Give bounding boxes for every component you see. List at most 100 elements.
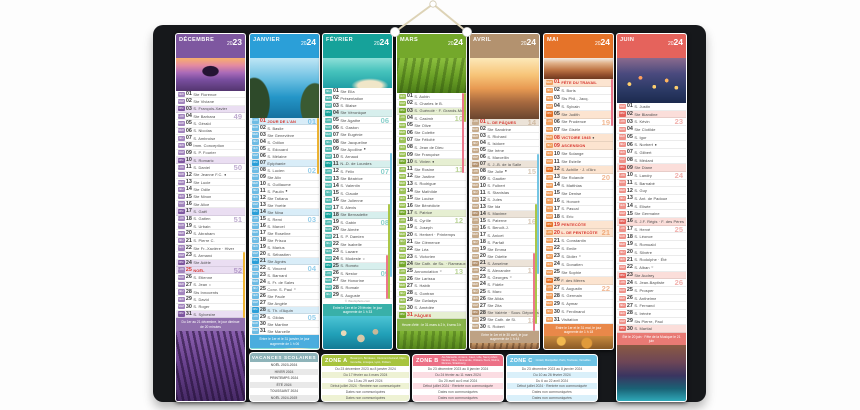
day-row: LUN 17 S. Hervé 25 xyxy=(617,225,686,234)
day-number: 27 xyxy=(332,277,339,284)
day-number: 16 xyxy=(332,197,339,204)
day-number: 26 xyxy=(332,270,339,277)
day-row: SAM 24 S. Modeste ○ xyxy=(323,255,392,263)
month-header: MARS 2024 xyxy=(397,34,466,58)
day-row: DIM 05 Ste Judith xyxy=(544,110,613,119)
day-row: MER 28 S. Romain xyxy=(323,285,392,292)
day-number: 10 xyxy=(185,157,192,164)
day-row: MER 31 Ste Marcelle xyxy=(250,328,319,335)
saint-name: Ste Judith xyxy=(561,111,580,117)
day-row: DIM 21 S. Anselme xyxy=(470,260,539,268)
day-number: 09 xyxy=(406,151,413,158)
weekday-label: VEN xyxy=(324,248,332,254)
saint-name: S. Vincent xyxy=(267,265,287,271)
year-prefix: 20 xyxy=(447,41,454,47)
saint-name: Ste Bernadette xyxy=(340,212,368,218)
day-row: SAM 23 S. Armand xyxy=(176,252,245,260)
saint-name: S. Paulin xyxy=(267,188,284,194)
week-number: 19 xyxy=(601,117,610,127)
saint-name: S. Félix xyxy=(340,168,355,174)
day-number: 17 xyxy=(332,204,339,211)
saint-name: S. Gontran xyxy=(414,290,435,296)
week-number: 06 xyxy=(380,116,389,126)
weekday-label: MER xyxy=(471,133,479,139)
weekday-label: VEN xyxy=(471,296,479,302)
year-value: 24 xyxy=(600,37,610,47)
saint-name: JOUR DE L'AN xyxy=(267,118,296,124)
day-number: 30 xyxy=(406,304,413,311)
year-value: 23 xyxy=(232,37,242,47)
daylight-note: Entre le 1er et le 29 février, le jour a… xyxy=(323,304,392,316)
zone-cities: Besançon, Bordeaux, Clermont-Ferrand, Di… xyxy=(350,357,407,364)
day-number: 03 xyxy=(259,132,266,138)
saint-name: S. Roméo xyxy=(340,263,359,269)
moon-phase-icon: ● xyxy=(592,135,595,140)
day-row: DIM 03 S. François-Xavier xyxy=(176,105,245,113)
day-number: 09 xyxy=(479,175,486,182)
weekday-label: SAM xyxy=(251,202,259,208)
saint-name: Sts Innocents xyxy=(193,289,219,295)
weekday-label: MAR xyxy=(398,275,406,282)
month-year: 2024 xyxy=(301,37,316,47)
day-row: JEU 30 S. Ferdinand xyxy=(544,308,613,317)
day-row: MAR 26 Ste Larissa xyxy=(397,275,466,283)
weekday-label: JEU xyxy=(251,286,259,292)
saint-name: Ste Véronique xyxy=(340,110,367,116)
day-number: 25 xyxy=(185,267,192,274)
day-number: 06 xyxy=(626,141,633,148)
weekday-label: VEN xyxy=(471,197,479,203)
day-row: MER 03 S. Richard xyxy=(470,133,539,141)
day-number: 11 xyxy=(479,189,486,196)
day-number: 21 xyxy=(479,260,486,267)
day-number: 12 xyxy=(553,166,560,173)
saint-name: S. Sylvestre xyxy=(193,311,216,317)
day-row: MAR 20 Ste Aimée xyxy=(323,226,392,234)
pin-icon xyxy=(389,26,400,37)
day-row: SAM 16 Ste Bénédicte xyxy=(397,202,466,210)
weekday-label: MER xyxy=(545,301,553,307)
day-row: MER 27 S. Jean ○ xyxy=(176,282,245,289)
weekday-label: LUN xyxy=(398,217,406,223)
month-name: DÉCEMBRE xyxy=(179,37,215,43)
day-row: JEU 06 S. Norbert ● xyxy=(617,141,686,150)
moon-phase-icon: ● xyxy=(654,142,657,147)
month-header: DÉCEMBRE 2023 xyxy=(176,34,245,58)
weekday-label: VEN xyxy=(471,246,479,252)
saint-name: S. Fernand xyxy=(634,303,655,309)
weekday-label: JEU xyxy=(471,239,479,245)
weekday-label: DIM xyxy=(398,312,406,318)
saint-name: Ste Agathe xyxy=(340,117,361,123)
weekday-label: DIM xyxy=(251,307,259,313)
weekday-label: VEN xyxy=(251,244,259,250)
saint-name: S. Jules xyxy=(487,197,503,203)
saint-name: Ste Alice xyxy=(193,201,210,207)
day-row: MAR 07 Ste Gisèle xyxy=(544,126,613,135)
day-row: SAM 15 Ste Germaine xyxy=(617,210,686,219)
saint-name: S. Isidore xyxy=(487,140,505,146)
day-number: 16 xyxy=(185,201,192,208)
saint-name: S. Valentin xyxy=(340,183,361,189)
saint-name: S. Sylvain xyxy=(561,103,580,109)
weekday-label: JEU xyxy=(545,198,553,204)
weekday-label: SAM xyxy=(251,251,259,257)
saint-name: Ste Louise xyxy=(414,195,434,201)
day-row: JEU 04 S. Odilon xyxy=(250,139,319,146)
week-number: 08 xyxy=(380,218,389,228)
weekday-label: MER xyxy=(177,282,185,288)
weekday-label: SAM xyxy=(398,100,406,107)
day-row: LUN 26 S. Nestor 09 xyxy=(323,269,392,279)
saint-name: Ste Cath. de Si. xyxy=(487,317,517,323)
day-number: 25 xyxy=(479,288,486,295)
day-row: SAM 06 S. Marcellin xyxy=(470,154,539,162)
saint-name: S. Lucien xyxy=(267,167,285,173)
day-number: 17 xyxy=(259,230,266,236)
day-row: MAR 18 S. Léonce xyxy=(617,233,686,242)
zone-name: ZONE A xyxy=(325,357,348,364)
weekday-label: MAR xyxy=(177,172,185,178)
day-row: JEU 14 Ste Odile xyxy=(176,186,245,194)
day-number: 14 xyxy=(259,209,266,215)
week-number: 09 xyxy=(380,269,389,279)
saint-name: S. Fulbert xyxy=(487,183,506,189)
day-number: 10 xyxy=(259,181,266,187)
daylight-note: Entre le 1er et le 31 janvier, le jour a… xyxy=(250,335,319,348)
